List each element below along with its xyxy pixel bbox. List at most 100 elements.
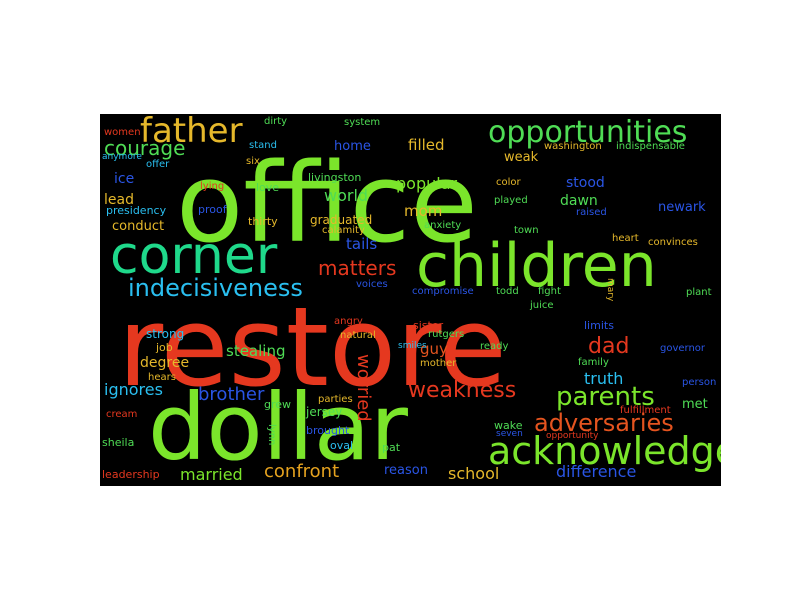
- word-reason: reason: [384, 463, 428, 478]
- word-seven: seven: [496, 429, 523, 439]
- word-heart: heart: [612, 233, 639, 244]
- word-person: person: [682, 377, 717, 388]
- word-stand: stand: [249, 140, 277, 151]
- word-jersey: jersey: [306, 405, 343, 419]
- word-mom: mom: [404, 202, 443, 220]
- word-system: system: [344, 117, 381, 128]
- word-oval: oval: [330, 439, 354, 452]
- word-dirty: dirty: [264, 116, 288, 127]
- word-proof: proof: [198, 203, 227, 216]
- word-newark: newark: [658, 200, 706, 215]
- word-lead: lead: [104, 192, 134, 208]
- word-anymore: anymore: [102, 152, 142, 162]
- word-women: women: [104, 127, 141, 138]
- word-met: met: [682, 397, 708, 412]
- word-leadership: leadership: [102, 468, 160, 481]
- word-matters: matters: [318, 256, 397, 280]
- word-cloud: office restore dollar children corner acknowl…: [100, 114, 721, 486]
- word-home: home: [334, 139, 371, 154]
- word-mary: mary: [605, 278, 615, 302]
- word-courage: courage: [104, 136, 186, 160]
- word-smiles: smiles: [398, 341, 427, 351]
- word-grew: grew: [264, 398, 292, 411]
- word-ignores: ignores: [104, 380, 163, 399]
- word-school: school: [448, 464, 500, 483]
- word-color: color: [496, 177, 521, 188]
- word-lying: lying: [200, 181, 225, 192]
- word-confront: confront: [264, 461, 340, 482]
- word-office: office: [176, 139, 478, 267]
- word-adversaries: adversaries: [534, 409, 674, 437]
- word-compromise: compromise: [412, 286, 474, 297]
- word-love: love: [256, 181, 280, 194]
- word-six: six: [246, 156, 260, 167]
- word-todd: todd: [496, 286, 519, 297]
- word-dollar: dollar: [148, 374, 409, 481]
- word-conduct: conduct: [112, 219, 165, 234]
- word-ice: ice: [114, 171, 135, 187]
- word-stealing: stealing: [226, 342, 286, 360]
- word-brother: brother: [198, 384, 265, 405]
- word-stood: stood: [566, 175, 605, 191]
- word-weak: weak: [504, 150, 539, 165]
- word-opportunities: opportunities: [488, 115, 688, 150]
- word-parents: parents: [556, 382, 655, 412]
- word-calamity: calamity: [322, 225, 365, 236]
- word-sheila: sheila: [102, 436, 135, 449]
- word-voices: voices: [356, 279, 388, 290]
- word-anxiety: anxiety: [424, 220, 462, 231]
- word-limits: limits: [584, 319, 614, 332]
- word-presidency: presidency: [106, 204, 167, 217]
- word-ready: ready: [480, 341, 509, 352]
- word-mother: mother: [420, 358, 457, 369]
- word-truth: truth: [584, 369, 624, 388]
- word-dad: dad: [588, 334, 630, 359]
- word-family: family: [578, 357, 609, 368]
- word-fight: fight: [538, 286, 561, 297]
- word-convinces: convinces: [648, 237, 698, 248]
- word-thirty: thirty: [248, 215, 278, 228]
- word-cream: cream: [106, 409, 138, 420]
- word-played: played: [494, 195, 528, 206]
- word-brought: brought: [306, 424, 350, 437]
- word-sister: sister: [413, 319, 444, 332]
- word-difference: difference: [556, 462, 637, 481]
- word-dawn: dawn: [560, 193, 598, 209]
- word-children: children: [416, 231, 657, 301]
- word-juice: juice: [530, 300, 554, 311]
- word-restore: restore: [118, 283, 507, 411]
- word-degree: degree: [140, 355, 190, 371]
- word-strong: strong: [146, 327, 185, 341]
- word-parties: parties: [318, 394, 353, 405]
- word-world: world: [324, 186, 369, 205]
- word-filled: filled: [408, 136, 445, 154]
- word-corner: corner: [110, 226, 278, 286]
- word-pat: pat: [382, 441, 401, 454]
- word-job: job: [156, 341, 173, 354]
- word-angry: angry: [334, 316, 363, 327]
- word-washington: washington: [544, 141, 602, 152]
- word-indispensable: indispensable: [616, 141, 685, 152]
- word-natural: natural: [340, 330, 376, 341]
- word-rutgers: rutgers: [428, 329, 465, 340]
- word-married: married: [180, 465, 243, 484]
- word-indecisiveness: indecisiveness: [128, 274, 303, 302]
- word-opportunity: opportunity: [546, 431, 599, 441]
- word-livingston: livingston: [308, 171, 362, 184]
- word-weakness: weakness: [408, 378, 517, 403]
- word-popular: popular: [396, 174, 458, 193]
- word-plant: plant: [686, 287, 712, 298]
- word-acknowledge: acknowledge: [488, 429, 721, 473]
- word-town: town: [514, 225, 539, 236]
- word-wake: wake: [494, 419, 523, 432]
- word-governor: governor: [660, 343, 706, 354]
- word-tails: tails: [346, 235, 378, 253]
- word-guy: guy: [420, 340, 448, 358]
- word-father: father: [140, 114, 243, 151]
- word-fulfillment: fulfillment: [620, 405, 671, 416]
- word-worried: worried: [353, 354, 374, 422]
- word-hears: hears: [148, 372, 176, 383]
- word-offer: offer: [146, 159, 170, 170]
- word-graduated: graduated: [310, 213, 373, 227]
- word-lynn: lynn: [266, 424, 277, 446]
